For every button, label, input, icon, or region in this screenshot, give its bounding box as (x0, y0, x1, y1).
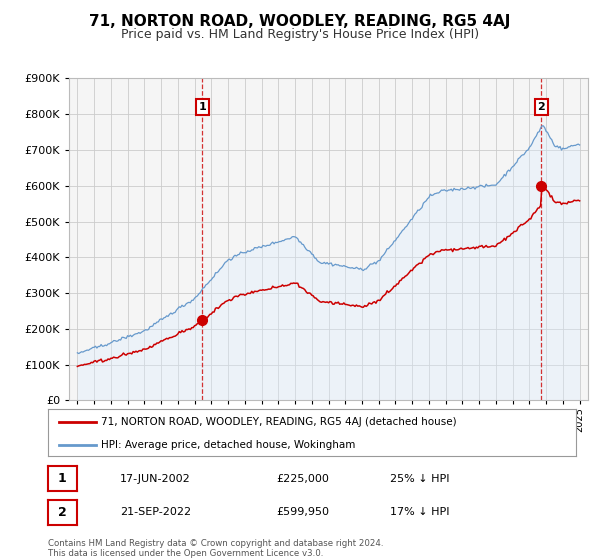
Text: 17-JUN-2002: 17-JUN-2002 (120, 474, 191, 484)
Text: 1: 1 (199, 102, 206, 112)
Text: 2: 2 (58, 506, 67, 519)
Text: This data is licensed under the Open Government Licence v3.0.: This data is licensed under the Open Gov… (48, 549, 323, 558)
Text: 1: 1 (58, 472, 67, 486)
Text: 21-SEP-2022: 21-SEP-2022 (120, 507, 191, 517)
Text: 2: 2 (538, 102, 545, 112)
Text: 71, NORTON ROAD, WOODLEY, READING, RG5 4AJ: 71, NORTON ROAD, WOODLEY, READING, RG5 4… (89, 14, 511, 29)
Text: 25% ↓ HPI: 25% ↓ HPI (390, 474, 449, 484)
Text: Price paid vs. HM Land Registry's House Price Index (HPI): Price paid vs. HM Land Registry's House … (121, 28, 479, 41)
Text: £225,000: £225,000 (276, 474, 329, 484)
Text: 71, NORTON ROAD, WOODLEY, READING, RG5 4AJ (detached house): 71, NORTON ROAD, WOODLEY, READING, RG5 4… (101, 417, 457, 427)
Text: 17% ↓ HPI: 17% ↓ HPI (390, 507, 449, 517)
Text: Contains HM Land Registry data © Crown copyright and database right 2024.: Contains HM Land Registry data © Crown c… (48, 539, 383, 548)
Text: £599,950: £599,950 (276, 507, 329, 517)
Text: HPI: Average price, detached house, Wokingham: HPI: Average price, detached house, Woki… (101, 440, 355, 450)
